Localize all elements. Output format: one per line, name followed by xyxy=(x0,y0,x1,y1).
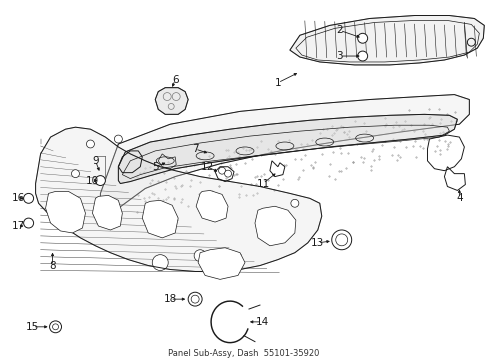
Text: 18: 18 xyxy=(163,294,177,304)
Text: 6: 6 xyxy=(172,75,178,85)
Polygon shape xyxy=(45,192,85,233)
Circle shape xyxy=(224,170,231,177)
Circle shape xyxy=(168,103,174,109)
Text: 14: 14 xyxy=(255,317,268,327)
Polygon shape xyxy=(100,95,468,213)
Circle shape xyxy=(71,170,80,177)
Circle shape xyxy=(172,93,180,100)
Circle shape xyxy=(49,321,61,333)
Circle shape xyxy=(95,176,105,185)
Polygon shape xyxy=(142,200,178,238)
Circle shape xyxy=(114,135,122,143)
Polygon shape xyxy=(36,127,321,271)
Text: 7: 7 xyxy=(191,144,198,154)
Text: 5: 5 xyxy=(152,162,158,172)
Circle shape xyxy=(23,193,34,203)
Text: 8: 8 xyxy=(49,261,56,271)
Polygon shape xyxy=(92,195,122,230)
Text: 1: 1 xyxy=(274,78,281,88)
Polygon shape xyxy=(198,248,244,279)
Circle shape xyxy=(163,93,171,100)
Text: 15: 15 xyxy=(26,322,39,332)
Text: 3: 3 xyxy=(336,51,343,61)
Polygon shape xyxy=(289,15,483,65)
Polygon shape xyxy=(155,88,188,114)
Text: 9: 9 xyxy=(92,156,99,166)
Text: 10: 10 xyxy=(86,176,99,185)
Text: 12: 12 xyxy=(200,162,213,172)
Text: 16: 16 xyxy=(12,193,25,203)
Text: Panel Sub-Assy, Dash  55101-35920: Panel Sub-Assy, Dash 55101-35920 xyxy=(168,348,319,357)
Circle shape xyxy=(86,140,94,148)
Circle shape xyxy=(357,51,367,61)
Text: 11: 11 xyxy=(256,179,269,189)
Polygon shape xyxy=(118,114,456,184)
Circle shape xyxy=(152,255,168,270)
Text: 4: 4 xyxy=(455,193,462,203)
Polygon shape xyxy=(254,206,295,246)
Circle shape xyxy=(23,218,34,228)
Text: 2: 2 xyxy=(336,25,343,35)
Text: 17: 17 xyxy=(12,221,25,231)
Circle shape xyxy=(290,199,298,207)
Circle shape xyxy=(194,250,205,262)
Circle shape xyxy=(218,167,225,174)
Polygon shape xyxy=(196,190,227,222)
Circle shape xyxy=(357,33,367,43)
Text: 13: 13 xyxy=(310,238,324,248)
